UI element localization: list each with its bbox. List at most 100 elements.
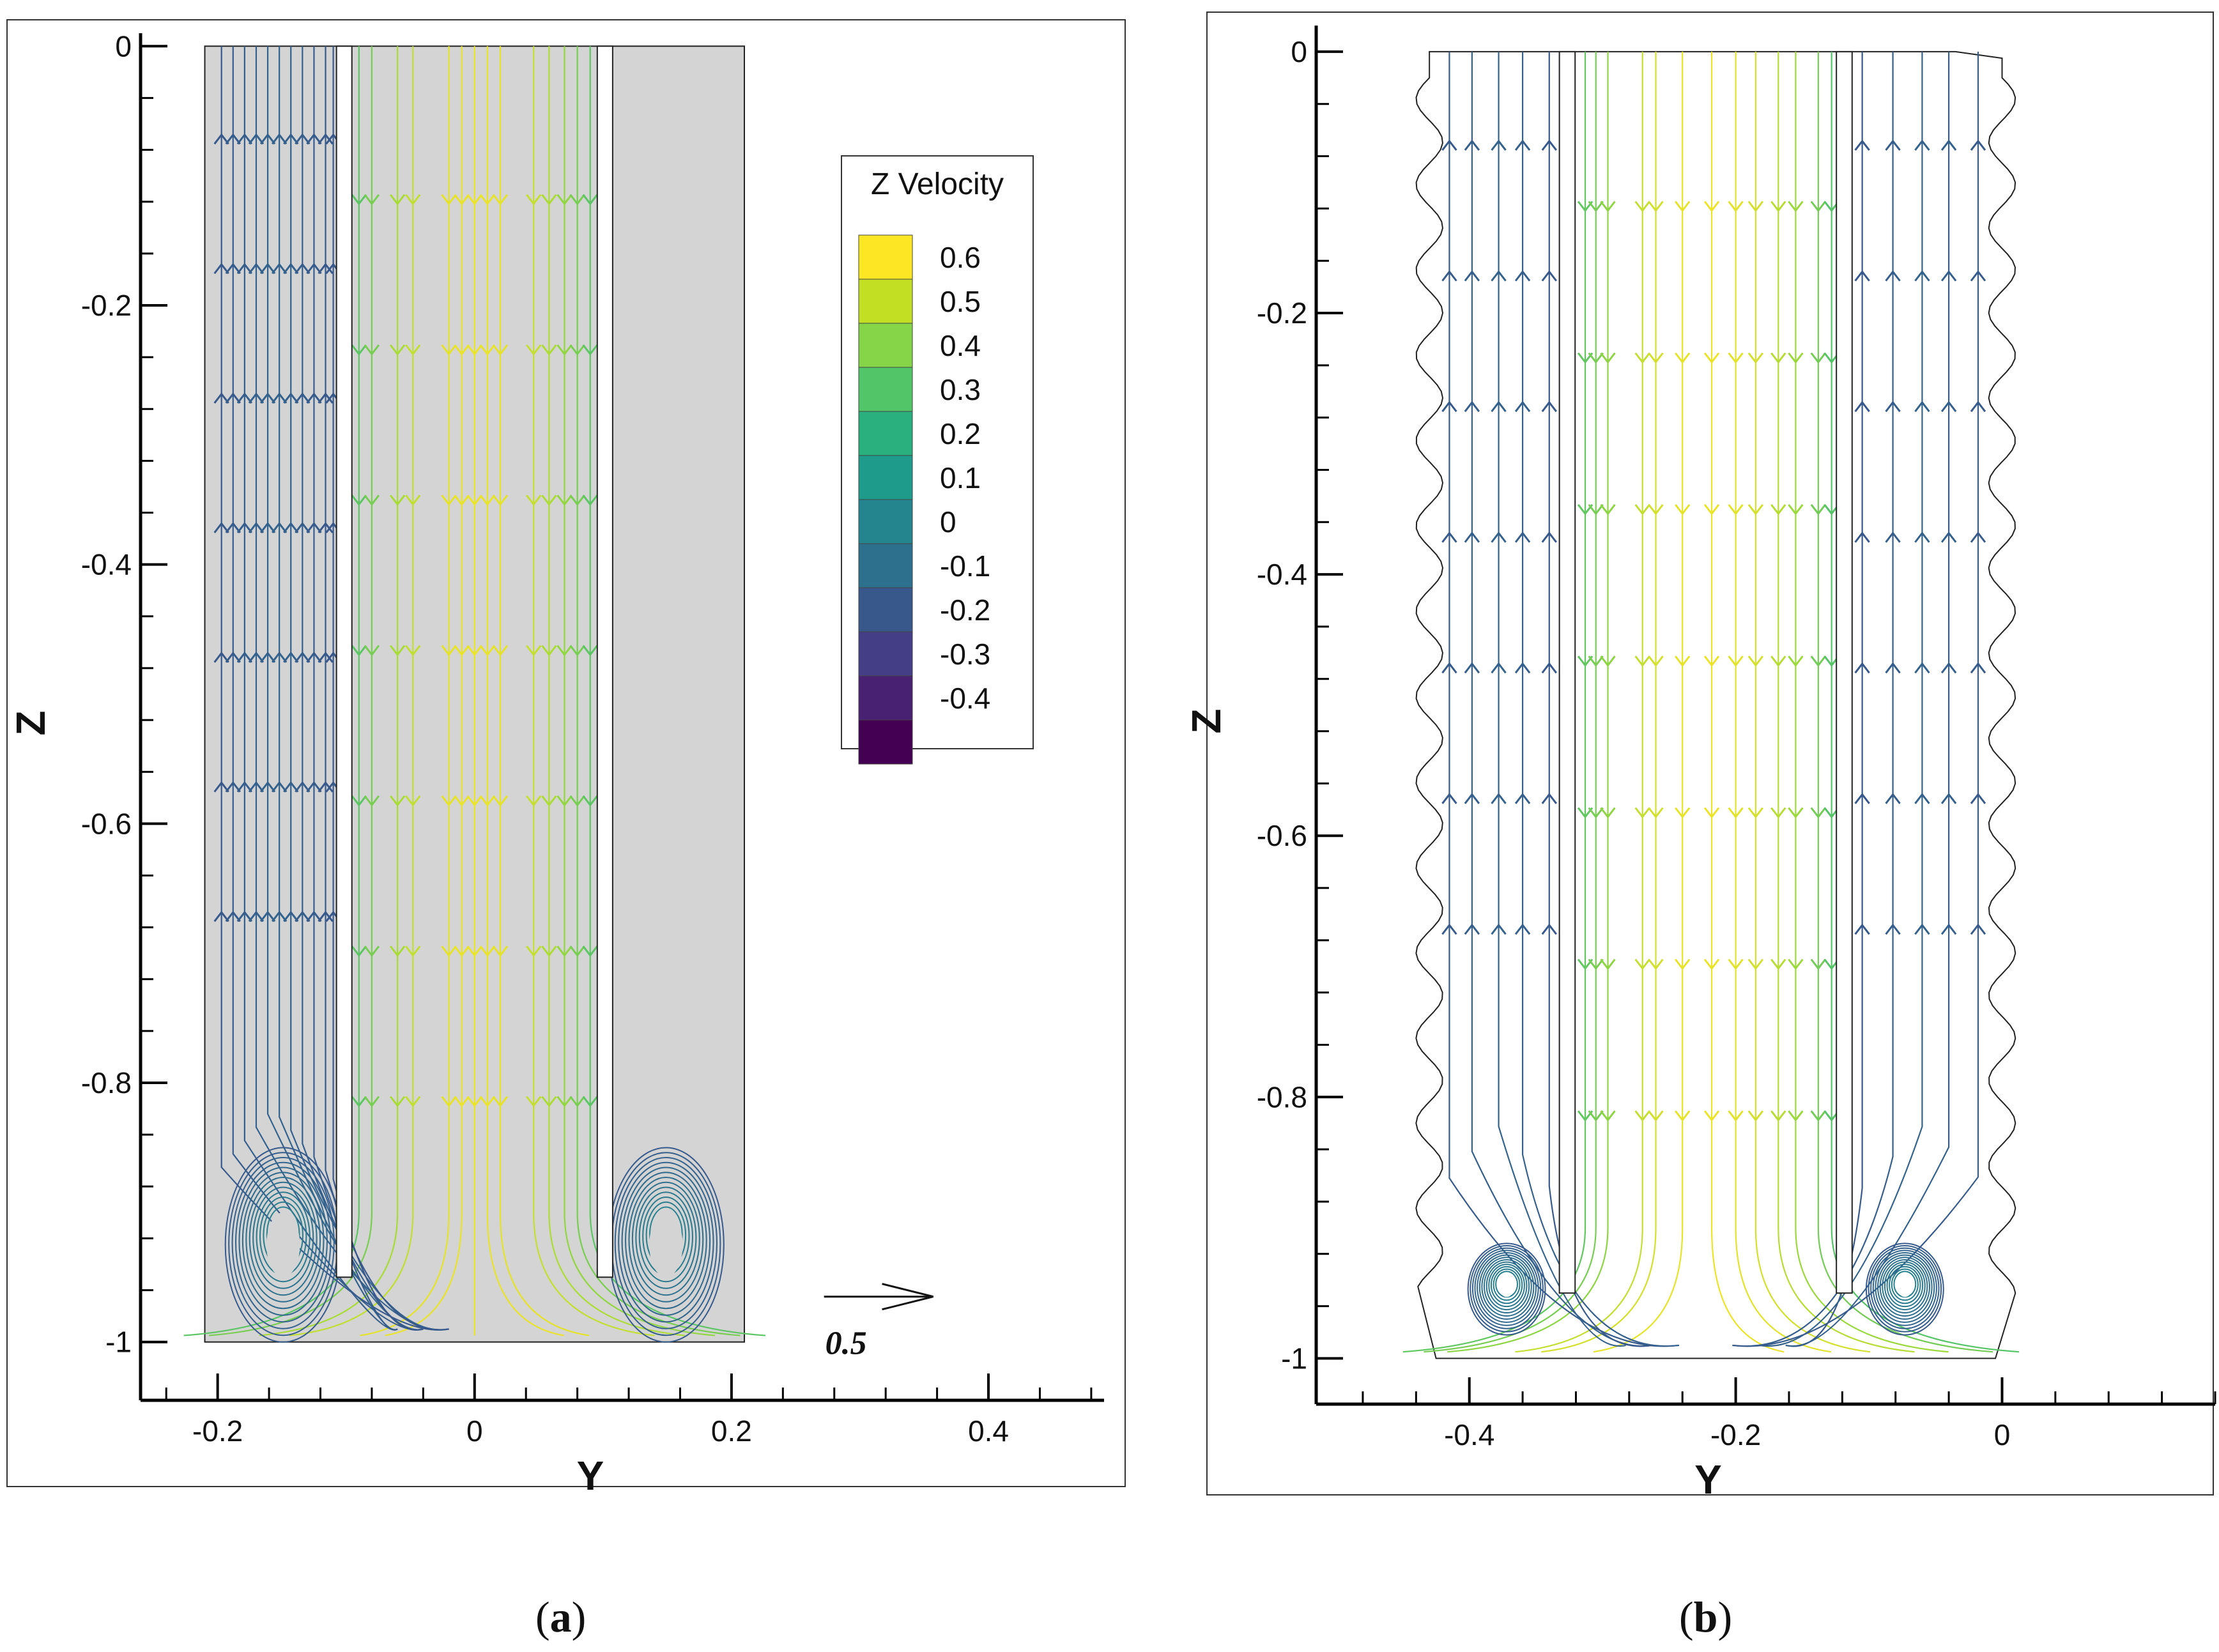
streamline-arrow [1914, 793, 1930, 804]
streamline-arrow [569, 344, 585, 356]
streamline-arrow [1770, 807, 1786, 819]
streamline-arrow [1885, 531, 1901, 543]
streamline-arrow [526, 795, 542, 807]
legend-level-label: 0.5 [940, 285, 981, 318]
streamline-inner [486, 46, 564, 1336]
streamline-arrow [225, 263, 241, 275]
streamline-arrow [1577, 958, 1593, 970]
streamline-arrow [271, 133, 288, 145]
streamline-arrow [1675, 655, 1691, 667]
streamline-arrow [283, 910, 299, 922]
streamline-arrow [1747, 201, 1764, 213]
caption-b: (b) [1679, 1593, 1733, 1641]
streamline-arrow [1514, 662, 1531, 674]
vortex-ring [1495, 1271, 1519, 1298]
vortex-ring [1870, 1247, 1940, 1329]
legend-level-label: 0.3 [940, 373, 981, 406]
streamline-arrow [259, 392, 276, 404]
legend-swatch [858, 675, 913, 721]
streamline-arrow [259, 133, 276, 145]
streamline-arrow [271, 651, 288, 663]
streamline-inner [1817, 51, 1993, 1353]
streamline-arrow [1491, 923, 1507, 935]
streamline-arrow [405, 945, 421, 957]
streamline-arrow [582, 194, 598, 206]
streamline-arrow [1577, 201, 1593, 213]
streamline-arrow [1634, 958, 1650, 970]
streamline-inner [533, 46, 655, 1336]
streamline-arrow [1541, 139, 1557, 151]
vortex-ring [1467, 1243, 1546, 1336]
y-tick-label: -0.2 [81, 289, 132, 322]
streamline-arrow [1703, 655, 1720, 667]
streamline-arrow [582, 645, 598, 657]
vortex-ring [1493, 1268, 1521, 1301]
streamline-arrow [454, 494, 470, 507]
y-tick-label: -0.8 [1257, 1080, 1307, 1113]
streamline-arrow [351, 795, 367, 807]
streamline-arrow [236, 133, 253, 145]
streamline-arrow [1441, 662, 1457, 674]
streamline-arrow [1588, 504, 1604, 516]
streamline-arrow [1675, 352, 1691, 364]
streamline-arrow [1810, 352, 1827, 364]
streamline-arrow [351, 1096, 367, 1108]
streamline-arrow [569, 194, 585, 206]
vortex-core [1500, 1281, 1514, 1297]
vortex-ring [1882, 1258, 1928, 1314]
streamline-arrow [1491, 531, 1507, 543]
streamline-arrow [1514, 531, 1531, 543]
streamline-arrow [1970, 662, 1986, 674]
streamline-arrow [1747, 655, 1764, 667]
streamline-arrow [1634, 201, 1650, 213]
streamline-arrow [492, 1096, 509, 1108]
streamline-arrow [1441, 923, 1457, 935]
streamline-arrow [1788, 352, 1804, 364]
streamline-arrow [1491, 139, 1507, 151]
streamline-arrow [259, 522, 276, 533]
x-tick-label: 0.2 [711, 1414, 752, 1448]
streamline-arrow [1854, 270, 1870, 282]
streamline-arrow [1634, 655, 1650, 667]
vortex-ring [1478, 1254, 1535, 1320]
legend-swatch [858, 543, 913, 588]
streamline-arrow [1577, 504, 1593, 516]
streamline-arrow [541, 1096, 557, 1108]
streamline-inner [1778, 51, 1915, 1353]
streamline-arrow [492, 494, 509, 507]
streamline-arrow [1600, 655, 1616, 667]
vortex [1865, 1243, 1944, 1336]
streamline-arrow [306, 133, 322, 145]
vortex-ring [1875, 1252, 1935, 1323]
inner-wall [1558, 50, 1576, 1294]
y-axis-title: Z [1183, 708, 1229, 733]
streamline-arrow [236, 651, 253, 663]
streamline-arrow [1940, 793, 1957, 804]
caption-b-letter: b [1693, 1593, 1718, 1641]
domain-region [1415, 50, 2016, 1359]
streamline-arrow [557, 494, 572, 507]
streamline-arrow [1728, 807, 1744, 819]
legend-swatch [858, 455, 913, 500]
legend-swatch [858, 323, 913, 368]
streamline-arrow [405, 795, 421, 807]
streamline-arrow [1940, 139, 1957, 151]
streamline-arrow [526, 344, 542, 356]
streamline-arrow [405, 1096, 421, 1108]
streamline-outer [290, 46, 449, 1331]
streamline-arrow [1885, 139, 1901, 151]
streamline-arrow [1914, 401, 1930, 413]
legend-swatch [858, 279, 913, 324]
streamline-arrow [364, 795, 380, 807]
streamline-arrow [213, 781, 229, 793]
streamline-arrow [389, 945, 406, 957]
streamline-arrow [306, 392, 322, 404]
vortex-ring [631, 1181, 700, 1296]
inner-wall [335, 45, 353, 1278]
streamline-arrow [1810, 958, 1827, 970]
streamline-arrow [441, 1096, 457, 1108]
streamline-arrow [569, 795, 585, 807]
streamline-arrow [1914, 923, 1930, 935]
streamline-arrow [541, 194, 557, 206]
streamline-arrow [1914, 531, 1930, 543]
